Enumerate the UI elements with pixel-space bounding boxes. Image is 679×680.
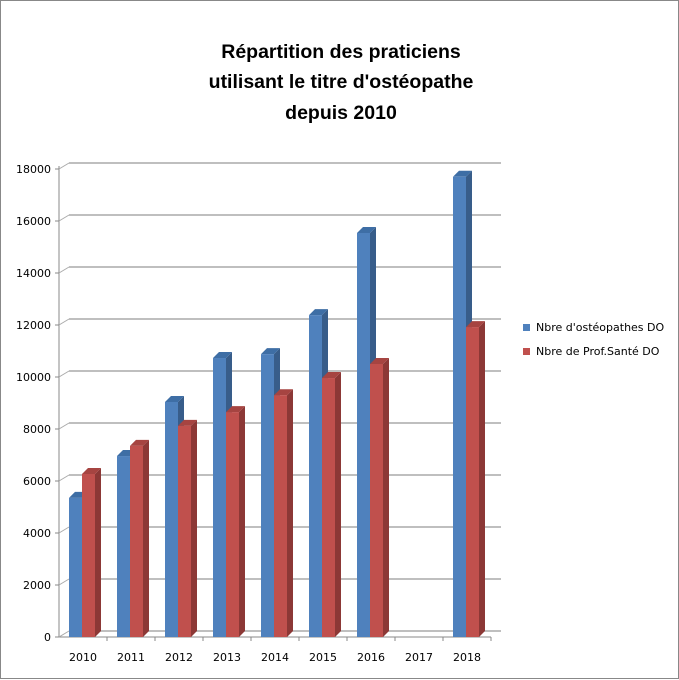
bar-top-2013: [226, 406, 245, 413]
legend-item-prof-sante: Nbre de Prof.Santé DO: [523, 345, 659, 358]
x-tick-label: 2016: [357, 651, 385, 664]
bar-osteopathes-2013: [213, 358, 226, 637]
bar-osteopathes-2010: [69, 497, 82, 637]
gridline-depth: [58, 578, 70, 586]
bar-side-2016: [383, 358, 389, 637]
x-tick-label: 2018: [453, 651, 481, 664]
bar-top-2018: [466, 321, 485, 328]
x-tick-label: 2011: [117, 651, 145, 664]
x-tick-label: 2015: [309, 651, 337, 664]
y-tick-label: 12000: [16, 319, 51, 332]
legend-swatch-red: [523, 348, 530, 355]
x-tick-label: 2014: [261, 651, 289, 664]
y-tick-label: 6000: [23, 475, 51, 488]
bar-osteopathes-2011: [117, 456, 130, 637]
gridline-depth: [58, 474, 70, 482]
gridline-depth: [58, 214, 70, 222]
x-tick-label: 2017: [405, 651, 433, 664]
gridline-depth: [58, 422, 70, 430]
bar-top-2016: [357, 226, 376, 233]
bar-side-2010: [95, 467, 101, 637]
y-tick-label: 10000: [16, 371, 51, 384]
bar-top-2018: [453, 170, 472, 177]
y-tick-label: 4000: [23, 527, 51, 540]
bar-side-2011: [143, 439, 149, 637]
gridline-depth: [58, 162, 70, 170]
bar-prof-sante-2015: [322, 378, 335, 637]
y-tick-label: 8000: [23, 423, 51, 436]
bar-top-2015: [322, 372, 341, 379]
y-tick-label: 2000: [23, 579, 51, 592]
bar-top-2015: [309, 309, 328, 316]
x-tick-label: 2012: [165, 651, 193, 664]
y-tick-label: 14000: [16, 267, 51, 280]
bar-top-2012: [178, 419, 197, 426]
gridline-depth: [58, 370, 70, 378]
bar-top-2014: [261, 348, 280, 355]
bar-top-2016: [370, 358, 389, 364]
bar-prof-sante-2016: [370, 364, 383, 637]
x-tick-label: 2010: [69, 651, 97, 664]
bar-osteopathes-2016: [357, 232, 370, 637]
bar-osteopathes-2014: [261, 354, 274, 637]
y-tick-label: 16000: [16, 215, 51, 228]
bar-side-2012: [191, 419, 197, 637]
chart-title-line-1: Répartition des praticiens: [221, 41, 461, 63]
bar-osteopathes-2018: [453, 176, 466, 638]
gridline-depth: [58, 526, 70, 534]
bar-side-2018: [479, 321, 485, 637]
gridline-depth: [58, 630, 70, 638]
bar-side-2013: [239, 406, 245, 637]
x-tick-label: 2013: [213, 651, 241, 664]
bar-prof-sante-2010: [82, 473, 95, 637]
bar-prof-sante-2014: [274, 395, 287, 637]
y-tick-label: 0: [44, 631, 51, 644]
legend-label: Nbre d'ostéopathes DO: [536, 321, 665, 334]
legend-swatch-blue: [523, 324, 530, 331]
bar-top-2010: [82, 467, 101, 474]
bar-prof-sante-2013: [226, 412, 239, 637]
gridline-depth: [58, 266, 70, 274]
bar-side-2014: [287, 389, 293, 637]
bar-top-2011: [130, 439, 149, 446]
bar-side-2015: [335, 372, 341, 637]
legend-item-osteopathes: Nbre d'ostéopathes DO: [523, 321, 664, 334]
chart-title-line-2: utilisant le titre d'ostéopathe: [208, 71, 474, 93]
bar-osteopathes-2012: [165, 401, 178, 637]
bar-prof-sante-2011: [130, 445, 143, 637]
bar-top-2012: [165, 395, 184, 402]
legend-label: Nbre de Prof.Santé DO: [536, 345, 660, 358]
bar-top-2013: [213, 352, 232, 359]
chart-title-line-3: depuis 2010: [285, 102, 397, 124]
bar-prof-sante-2012: [178, 425, 191, 637]
y-tick-label: 18000: [16, 163, 51, 176]
gridline-depth: [58, 318, 70, 326]
bar-osteopathes-2015: [309, 315, 322, 637]
bar-top-2014: [274, 389, 293, 396]
bar-prof-sante-2018: [466, 327, 479, 637]
